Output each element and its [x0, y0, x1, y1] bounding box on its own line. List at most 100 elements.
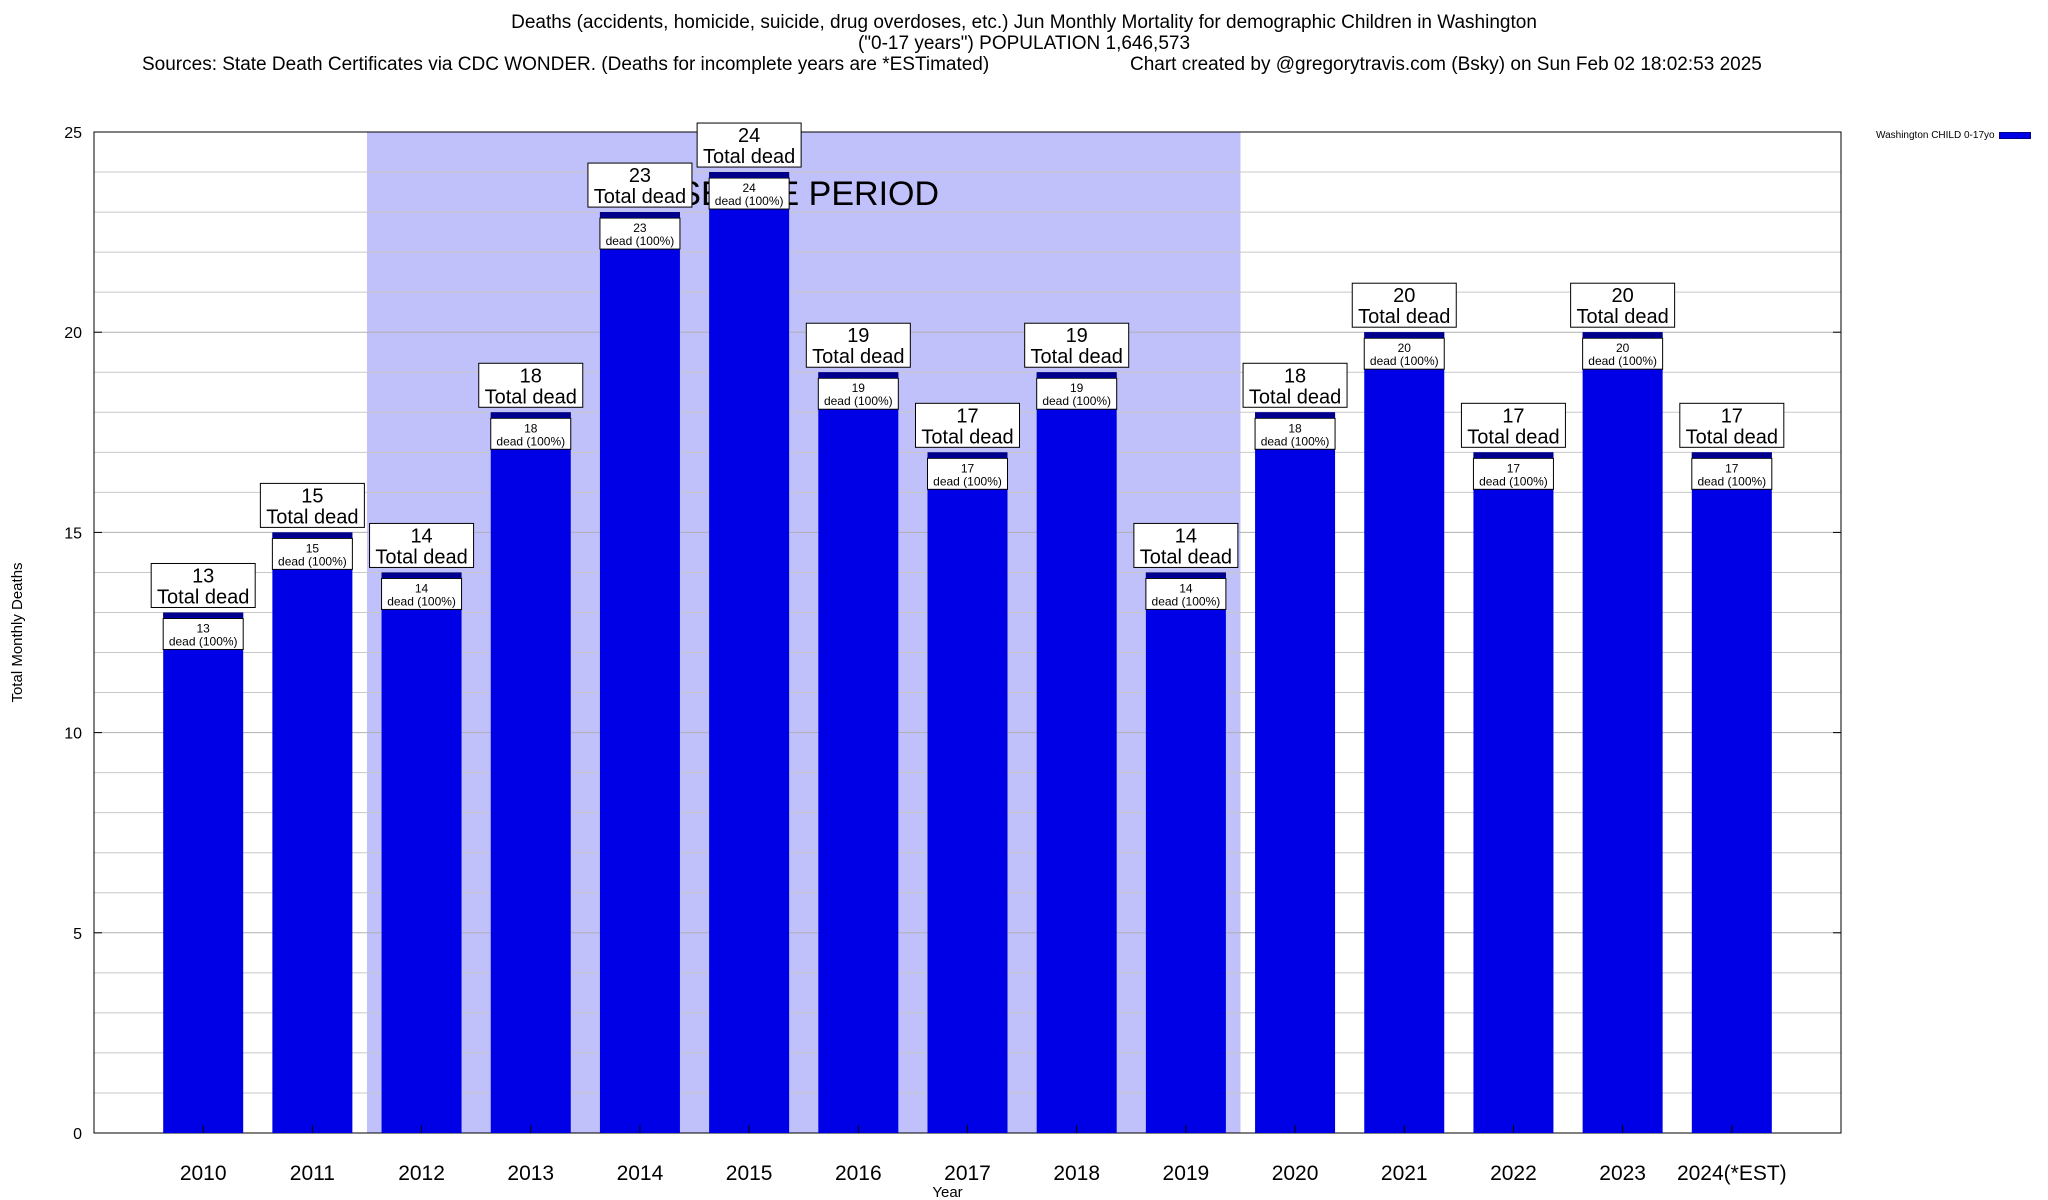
total-label-box	[1351, 282, 1457, 328]
inner-label-box	[381, 577, 463, 610]
total-label-value: 18	[1284, 365, 1306, 387]
bar-cap	[818, 372, 899, 378]
x-tick-label: 2024(*EST)	[1677, 1162, 1787, 1185]
total-label-box	[587, 162, 693, 208]
inner-label-value: 24	[742, 181, 756, 195]
total-label-text: Total dead	[266, 506, 358, 528]
inner-label-box	[1254, 417, 1336, 450]
total-label-box	[805, 322, 911, 368]
x-tick-label: 2014	[617, 1162, 664, 1185]
y-tick-label: 25	[64, 125, 82, 142]
total-label-box	[259, 482, 365, 528]
bar	[1691, 452, 1772, 1133]
inner-label-value: 17	[1507, 461, 1521, 475]
bar	[927, 452, 1008, 1133]
x-axis-label: Year	[932, 1184, 962, 1200]
total-label-box	[696, 122, 802, 168]
y-axis-label: Total Monthly Deaths	[9, 562, 26, 702]
total-label-text: Total dead	[1140, 546, 1232, 568]
total-label-text: Total dead	[921, 426, 1013, 448]
chart-credit: Chart created by @gregorytravis.com (Bsk…	[1130, 54, 1762, 75]
bar	[272, 532, 353, 1133]
x-tick-label: 2023	[1599, 1162, 1646, 1185]
inner-label-value: 20	[1398, 341, 1412, 355]
total-label-text: Total dead	[1467, 426, 1559, 448]
total-label-value: 15	[301, 485, 323, 507]
total-label-box	[915, 402, 1020, 448]
bar-cap	[272, 532, 353, 538]
bar	[1036, 372, 1117, 1133]
x-tick-label: 2013	[507, 1162, 554, 1185]
total-label-text: Total dead	[1358, 306, 1450, 328]
bar-cap	[599, 212, 680, 218]
inner-label-value: 23	[633, 221, 647, 235]
legend: Washington CHILD 0-17yo	[1876, 130, 2031, 142]
total-label-value: 17	[1721, 405, 1743, 427]
bar	[1255, 412, 1336, 1133]
inner-label-box	[1691, 457, 1773, 490]
bar-cap	[490, 412, 571, 418]
total-label-value: 17	[1502, 405, 1524, 427]
legend-label: Washington CHILD 0-17yo	[1876, 130, 1995, 141]
bar-cap	[709, 172, 790, 178]
x-tick-label: 2022	[1490, 1162, 1537, 1185]
inner-label-text: dead (100%)	[1588, 354, 1657, 368]
inner-label-value: 14	[1179, 581, 1193, 595]
total-label-box	[150, 562, 256, 608]
x-tick-label: 2016	[835, 1162, 882, 1185]
inner-label-value: 13	[197, 621, 211, 635]
bar-cap	[381, 572, 462, 578]
inner-label-text: dead (100%)	[169, 634, 238, 648]
inner-label-value: 17	[961, 461, 975, 475]
x-tick-label: 2015	[726, 1162, 773, 1185]
total-label-value: 23	[629, 165, 651, 187]
x-tick-label: 2012	[398, 1162, 445, 1185]
total-label-value: 24	[738, 125, 760, 147]
y-tick-label: 5	[73, 926, 82, 943]
inner-label-box	[490, 417, 572, 450]
total-label-box	[1242, 362, 1348, 408]
x-tick-label: 2019	[1163, 1162, 1210, 1185]
x-tick-label: 2020	[1272, 1162, 1319, 1185]
total-label-value: 14	[410, 525, 432, 547]
bar-cap	[1473, 452, 1554, 458]
inner-label-box	[927, 457, 1008, 490]
chart-subtitle: ("0-17 years") POPULATION 1,646,573	[857, 33, 1191, 54]
total-label-value: 20	[1393, 285, 1415, 307]
inner-label-value: 18	[1288, 421, 1302, 435]
total-label-box	[369, 522, 475, 568]
total-label-text: Total dead	[812, 346, 904, 368]
bar-cap	[1691, 452, 1772, 458]
bar	[381, 572, 462, 1133]
x-tick-label: 2017	[944, 1162, 991, 1185]
inner-label-text: dead (100%)	[1261, 434, 1330, 448]
total-label-box	[1570, 282, 1676, 328]
bar	[709, 172, 790, 1134]
x-tick-label: 2011	[290, 1162, 335, 1185]
inner-label-box	[162, 617, 244, 650]
inner-label-value: 17	[1725, 461, 1739, 475]
y-tick-label: 10	[64, 726, 82, 743]
inner-label-text: dead (100%)	[278, 554, 347, 568]
total-label-value: 20	[1612, 285, 1634, 307]
bar	[1473, 452, 1554, 1133]
total-label-text: Total dead	[1031, 346, 1123, 368]
bar-cap	[1145, 572, 1226, 578]
inner-label-value: 18	[524, 421, 538, 435]
bar-cap	[1582, 332, 1663, 338]
inner-label-value: 14	[415, 581, 429, 595]
bar	[1145, 572, 1226, 1133]
inner-label-text: dead (100%)	[496, 434, 565, 448]
inner-label-value: 20	[1616, 341, 1630, 355]
x-tick-label: 2018	[1053, 1162, 1100, 1185]
bar	[163, 612, 244, 1133]
y-tick-label: 15	[64, 525, 82, 542]
y-tick-label: 20	[64, 325, 82, 342]
inner-label-text: dead (100%)	[1697, 474, 1766, 488]
total-label-box	[1024, 322, 1130, 368]
inner-label-box	[817, 377, 899, 410]
bar	[599, 212, 680, 1133]
x-tick-label: 2021	[1381, 1162, 1428, 1185]
inner-label-text: dead (100%)	[1042, 394, 1111, 408]
